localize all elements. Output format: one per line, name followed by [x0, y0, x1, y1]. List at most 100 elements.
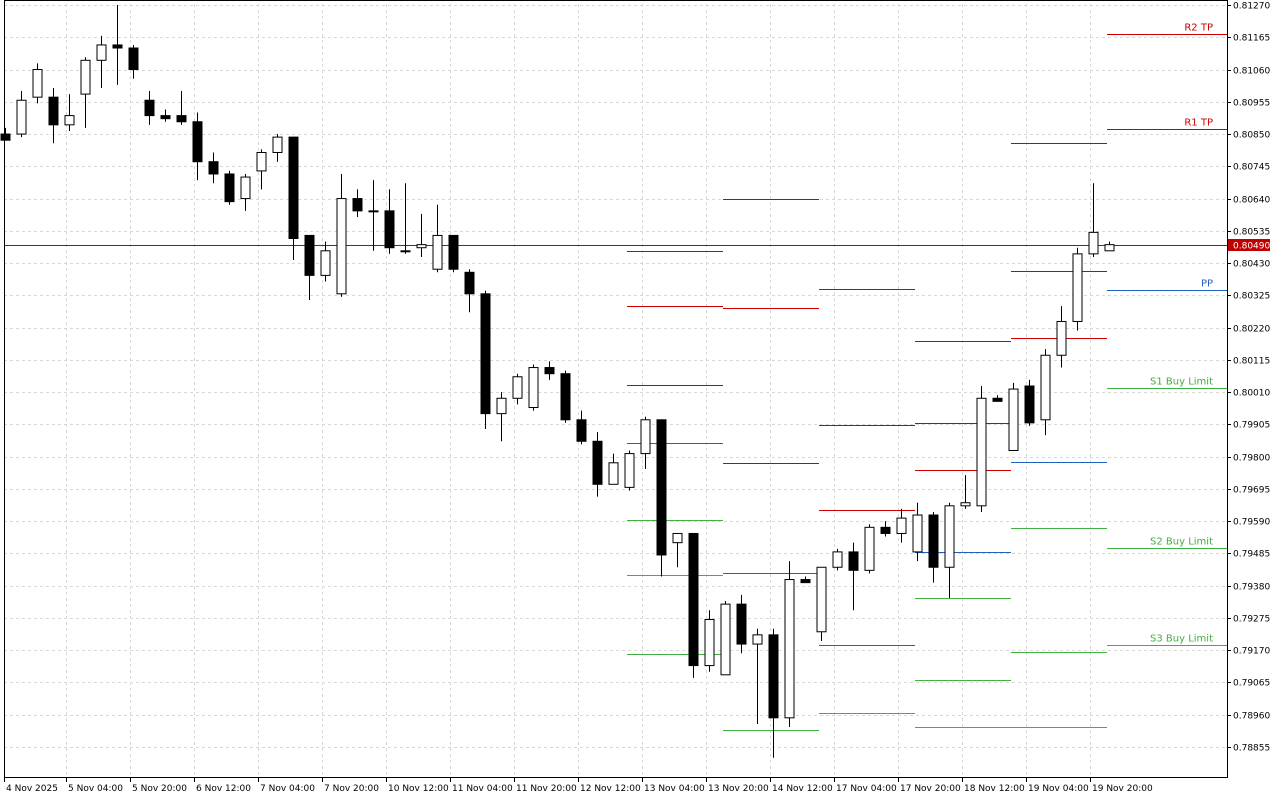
candle-body	[160, 115, 171, 120]
candle[interactable]	[848, 542, 859, 611]
candle-body	[864, 526, 875, 571]
candle[interactable]	[640, 416, 651, 469]
candle[interactable]	[480, 290, 491, 429]
x-tick-label: 5 Nov 20:00	[132, 784, 187, 794]
candle[interactable]	[864, 524, 875, 574]
candle[interactable]	[1008, 382, 1019, 452]
candle[interactable]	[544, 361, 555, 380]
candle[interactable]	[416, 213, 427, 257]
candle[interactable]	[720, 601, 731, 676]
candle[interactable]	[1104, 241, 1115, 252]
candle-body	[640, 419, 651, 455]
candle-body	[528, 367, 539, 408]
candle[interactable]	[400, 183, 411, 254]
candle[interactable]	[1024, 379, 1035, 426]
candle[interactable]	[336, 173, 347, 297]
candle[interactable]	[1072, 247, 1083, 331]
candle-body	[0, 133, 11, 141]
candle[interactable]	[320, 241, 331, 282]
candle-body	[880, 526, 891, 534]
candle[interactable]	[368, 180, 379, 251]
candle[interactable]	[0, 127, 11, 141]
candle-body	[848, 551, 859, 571]
candle[interactable]	[496, 392, 507, 442]
candle[interactable]	[800, 576, 811, 584]
candle[interactable]	[224, 170, 235, 205]
candle[interactable]	[128, 44, 139, 79]
candle[interactable]	[752, 628, 763, 724]
candle[interactable]	[896, 508, 907, 543]
candle[interactable]	[992, 395, 1003, 402]
candle[interactable]	[144, 91, 155, 125]
candle-body	[128, 47, 139, 71]
candle[interactable]	[96, 35, 107, 88]
candle-body	[512, 376, 523, 399]
candle[interactable]	[688, 532, 699, 678]
candle[interactable]	[192, 112, 203, 181]
candle[interactable]	[32, 63, 43, 104]
x-tick-label: 14 Nov 12:00	[772, 784, 833, 794]
candle[interactable]	[1088, 183, 1099, 257]
candle[interactable]	[384, 189, 395, 254]
candle[interactable]	[1056, 306, 1067, 368]
candle[interactable]	[80, 57, 91, 128]
x-tick-label: 6 Nov 12:00	[196, 784, 251, 794]
candle[interactable]	[208, 152, 219, 184]
candle-body	[656, 419, 667, 556]
candle[interactable]	[560, 370, 571, 423]
candle[interactable]	[16, 91, 27, 138]
candle-body	[304, 234, 315, 276]
candle[interactable]	[256, 149, 267, 190]
candle[interactable]	[944, 502, 955, 598]
candle[interactable]	[768, 628, 779, 758]
candle[interactable]	[48, 87, 59, 144]
candle[interactable]	[1040, 349, 1051, 436]
candle[interactable]	[672, 532, 683, 568]
candle[interactable]	[784, 561, 795, 728]
candle-body	[752, 634, 763, 645]
candle[interactable]	[736, 594, 747, 654]
candle-body	[320, 250, 331, 276]
candle[interactable]	[64, 94, 75, 131]
candle[interactable]	[608, 453, 619, 485]
candle[interactable]	[512, 373, 523, 405]
candle-body	[1072, 253, 1083, 322]
candle[interactable]	[176, 91, 187, 125]
candle[interactable]	[976, 385, 987, 512]
candle[interactable]	[240, 173, 251, 211]
candle[interactable]	[880, 521, 891, 537]
candle-body	[1040, 354, 1051, 421]
candle[interactable]	[656, 419, 667, 577]
candle[interactable]	[928, 511, 939, 583]
candle[interactable]	[464, 269, 475, 313]
candle[interactable]	[112, 5, 123, 85]
candle[interactable]	[432, 204, 443, 273]
candles[interactable]	[0, 5, 1115, 758]
candle[interactable]	[832, 548, 843, 571]
candle[interactable]	[624, 450, 635, 491]
y-tick-label: 0.81270	[1233, 2, 1270, 12]
candle[interactable]	[304, 234, 315, 300]
y-tick-label: 0.78960	[1233, 712, 1270, 722]
candle[interactable]	[272, 134, 283, 162]
candle[interactable]	[528, 364, 539, 411]
candle[interactable]	[816, 566, 827, 641]
candle-body	[208, 161, 219, 175]
candle-body	[592, 440, 603, 485]
candle[interactable]	[160, 109, 171, 122]
candle[interactable]	[960, 475, 971, 509]
plot-frame	[4, 0, 1228, 778]
current-price-label: 0.80490	[1233, 242, 1270, 252]
y-tick-label: 0.80745	[1233, 163, 1270, 173]
candle[interactable]	[352, 189, 363, 217]
candle-body	[400, 250, 411, 253]
candle[interactable]	[288, 136, 299, 261]
candle[interactable]	[592, 432, 603, 497]
candle[interactable]	[576, 410, 587, 445]
candle[interactable]	[448, 234, 459, 273]
candle[interactable]	[704, 610, 715, 672]
x-tick-label: 13 Nov 20:00	[708, 784, 769, 794]
candle[interactable]	[912, 502, 923, 562]
candle-body	[368, 210, 379, 213]
